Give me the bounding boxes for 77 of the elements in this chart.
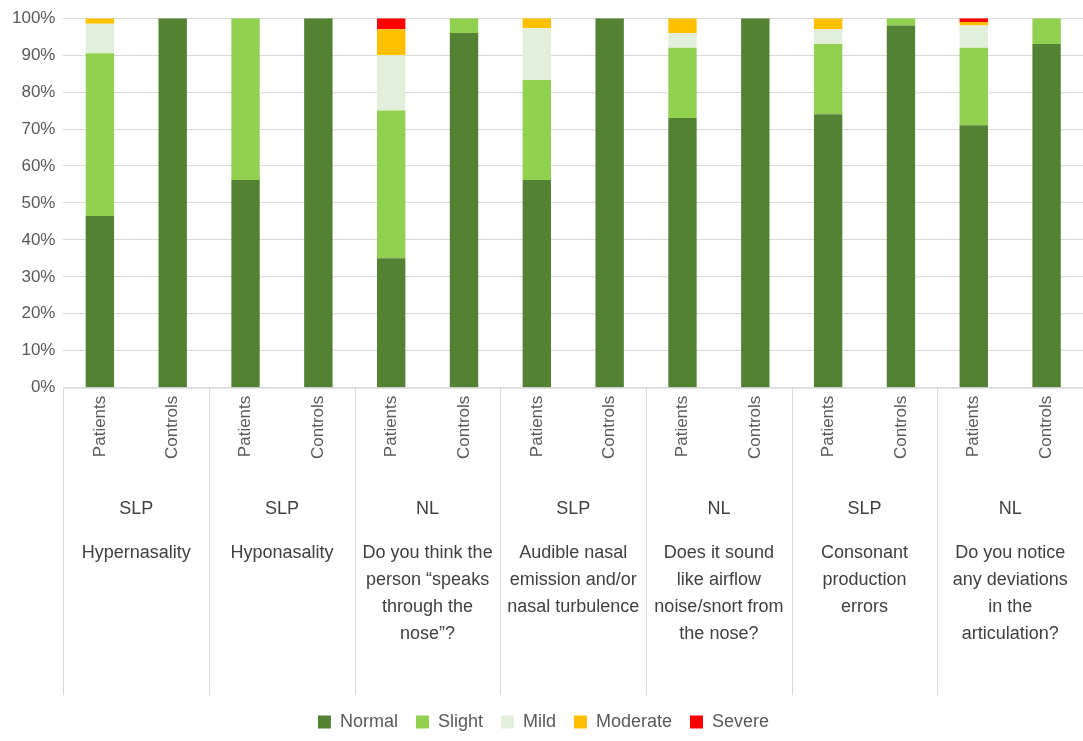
text: Do you think the person “speaks through the nose”? bbox=[362, 541, 493, 643]
legend-label: Normal bbox=[339, 710, 398, 731]
bar bbox=[376, 258, 406, 388]
text: Does it sound like airflow noise/snort from the nose? bbox=[654, 541, 784, 643]
x-tick-label: Patients bbox=[963, 395, 983, 458]
y-tick-label: 0% bbox=[30, 377, 56, 397]
legend-label: Moderate bbox=[595, 710, 673, 731]
bar bbox=[231, 18, 260, 181]
bar bbox=[85, 53, 115, 216]
text: Audible nasal emission and/or nasal turbulence bbox=[507, 541, 640, 616]
bar bbox=[522, 79, 552, 181]
bar bbox=[813, 29, 843, 45]
x-tick-label: Controls bbox=[890, 395, 910, 460]
bar bbox=[959, 125, 988, 388]
bar bbox=[668, 32, 697, 48]
x-tick-label: Patients bbox=[89, 395, 109, 458]
y-tick-label: 100% bbox=[12, 7, 56, 27]
bar bbox=[886, 25, 916, 388]
text: SLP bbox=[119, 497, 154, 518]
bar bbox=[449, 18, 479, 33]
text: SLP bbox=[264, 497, 299, 518]
x-tick-label: Patients bbox=[235, 395, 255, 458]
y-tick-label: 40% bbox=[21, 229, 56, 249]
text: Do you notice any deviations in the articulation? bbox=[952, 541, 1068, 643]
bar bbox=[741, 18, 770, 388]
x-tick-label: Patients bbox=[380, 395, 400, 458]
bar bbox=[304, 18, 333, 388]
y-tick-label: 90% bbox=[21, 44, 56, 64]
bar bbox=[158, 18, 187, 388]
x-tick-label: Controls bbox=[599, 395, 619, 460]
text: Consonant production errors bbox=[820, 541, 909, 616]
text: NL bbox=[998, 497, 1022, 518]
x-tick-label: Patients bbox=[672, 395, 692, 458]
y-tick-label: 60% bbox=[21, 155, 56, 175]
text: Hyponasality bbox=[230, 541, 334, 562]
bar bbox=[85, 23, 115, 54]
text: Hypernasality bbox=[81, 541, 191, 562]
y-tick-label: 50% bbox=[21, 192, 56, 212]
text: SLP bbox=[847, 497, 882, 518]
y-tick-label: 70% bbox=[21, 118, 56, 138]
bar bbox=[595, 18, 624, 388]
bar bbox=[668, 47, 697, 118]
legend-label: Severe bbox=[712, 710, 770, 731]
legend-label: Mild bbox=[522, 710, 556, 731]
text: SLP bbox=[556, 497, 591, 518]
bar bbox=[85, 215, 115, 388]
x-tick-label: Controls bbox=[162, 395, 182, 460]
text: NL bbox=[416, 497, 440, 518]
x-tick-label: Controls bbox=[744, 395, 764, 460]
y-tick-label: 30% bbox=[21, 266, 56, 286]
bar bbox=[1032, 44, 1061, 388]
bar bbox=[449, 32, 479, 388]
bar bbox=[376, 110, 406, 259]
bar bbox=[959, 47, 988, 126]
x-tick-label: Controls bbox=[453, 395, 473, 460]
bar bbox=[522, 28, 552, 80]
bar bbox=[813, 44, 843, 115]
x-tick-label: Controls bbox=[308, 395, 328, 460]
bar bbox=[668, 117, 697, 388]
y-tick-label: 80% bbox=[21, 81, 56, 101]
text: NL bbox=[707, 497, 731, 518]
bar bbox=[959, 21, 988, 26]
bar bbox=[1032, 18, 1061, 45]
x-tick-label: Controls bbox=[1036, 395, 1056, 460]
x-tick-label: Patients bbox=[526, 395, 546, 458]
bar bbox=[231, 180, 260, 388]
bar bbox=[376, 55, 406, 111]
bar bbox=[813, 114, 843, 388]
x-tick-label: Patients bbox=[817, 395, 837, 458]
legend-label: Slight bbox=[437, 710, 483, 731]
bar bbox=[959, 25, 988, 48]
bar bbox=[522, 180, 552, 388]
y-tick-label: 20% bbox=[21, 303, 56, 323]
y-tick-label: 10% bbox=[21, 340, 56, 360]
bar bbox=[886, 18, 916, 26]
bar bbox=[668, 18, 697, 33]
bar bbox=[376, 29, 406, 56]
